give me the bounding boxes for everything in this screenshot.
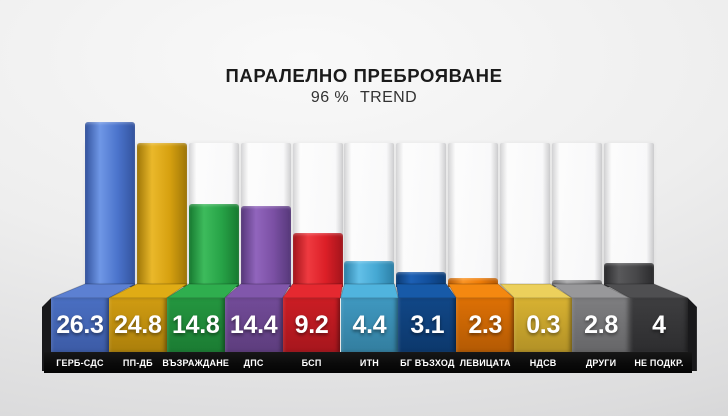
- bar-track-6: [396, 143, 447, 292]
- bar-label-1: ПП-ДБ: [122, 358, 153, 368]
- bar-value-8: 0.3: [526, 310, 561, 339]
- bar-pedestal-7: 2.3: [456, 298, 515, 352]
- bar-track-8: [500, 143, 551, 292]
- bar-value-10: 4: [652, 310, 666, 339]
- party-label-strip: [44, 352, 692, 373]
- trend-label: TREND: [359, 89, 418, 106]
- bar-column-9: [552, 280, 603, 287]
- bar-column-10: [603, 263, 654, 287]
- bar-label-3: ДПС: [243, 358, 264, 368]
- bar-pedestal-9: 2.8: [572, 298, 630, 352]
- bar-column-0: [84, 122, 135, 287]
- chart-subtitle: 96 % TREND: [0, 89, 728, 107]
- bar-pedestal-3: 14.4: [224, 298, 283, 352]
- bar-value-6: 3.1: [410, 310, 445, 339]
- bar-value-3: 14.4: [229, 310, 278, 339]
- bar-column-6: [396, 272, 447, 287]
- bar-pedestal-5: 4.4: [340, 298, 399, 352]
- bar-column-4: [292, 233, 343, 287]
- bar-track-7: [448, 143, 499, 292]
- bar-pedestal-10: 4: [630, 298, 688, 352]
- chart-header: ПАРАЛЕЛНО ПРЕБРОЯВАНЕ 96 % TREND: [0, 66, 728, 107]
- bar-pedestal-0: 26.3: [51, 298, 109, 352]
- bar-label-9: ДРУГИ: [585, 358, 617, 368]
- bar-label-4: БСП: [301, 358, 322, 368]
- bar-label-2: ВЪЗРАЖДАНЕ: [162, 358, 230, 368]
- bar-value-9: 2.8: [584, 310, 618, 339]
- bar-column-5: [344, 261, 395, 287]
- bar-pedestal-2: 14.8: [166, 298, 225, 352]
- bar-label-7: ЛЕВИЦАТА: [459, 358, 511, 368]
- bar-label-6: БГ ВЪЗХОД: [400, 358, 455, 368]
- bar-column-7: [448, 278, 499, 287]
- bar-column-3: [240, 206, 291, 287]
- bar-label-8: НДСВ: [529, 358, 557, 368]
- bar-column-1: [136, 143, 187, 287]
- chart-title: ПАРАЛЕЛНО ПРЕБРОЯВАНЕ: [225, 65, 503, 86]
- bar-column-2: [188, 204, 239, 287]
- bar-label-0: ГЕРБ-СДС: [56, 358, 104, 368]
- bar-label-10: НЕ ПОДКР.: [634, 358, 684, 368]
- bar-pedestal-8: 0.3: [514, 298, 573, 352]
- bar-value-4: 9.2: [294, 310, 329, 339]
- bar-value-2: 14.8: [172, 310, 220, 339]
- bar-value-0: 26.3: [56, 310, 104, 339]
- processed-percent: 96 %: [310, 89, 349, 106]
- bar-value-1: 24.8: [114, 310, 162, 339]
- bar-pedestal-6: 3.1: [398, 298, 457, 352]
- bar-value-5: 4.4: [352, 310, 387, 339]
- bar-pedestal-1: 24.8: [108, 298, 167, 352]
- bar-value-7: 2.3: [468, 310, 503, 339]
- bar-label-5: ИТН: [359, 358, 379, 368]
- bar-track-9: [552, 143, 603, 292]
- bar-pedestal-4: 9.2: [282, 298, 341, 352]
